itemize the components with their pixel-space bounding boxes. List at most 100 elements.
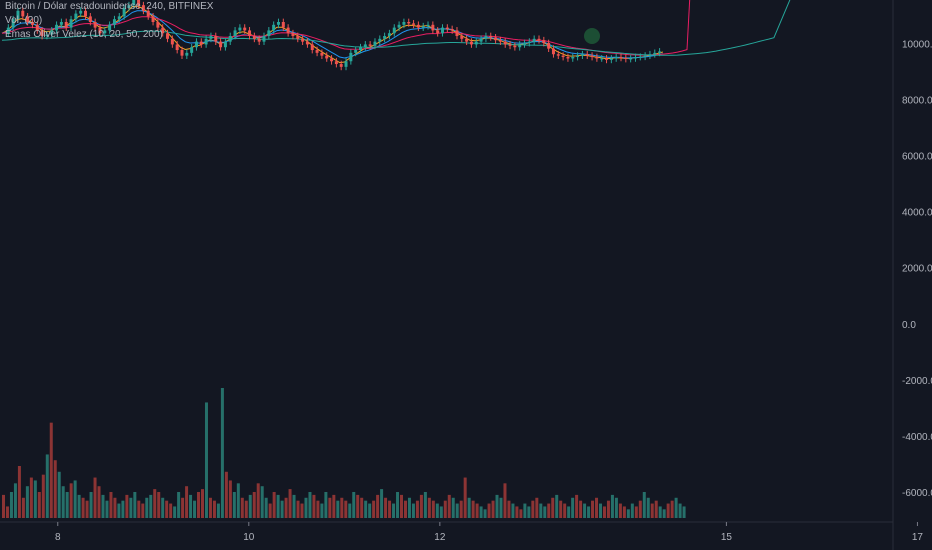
volume-bar bbox=[360, 497, 364, 518]
candle-body bbox=[301, 38, 305, 42]
price-axis[interactable]: 10000.0 8000.0 6000.0 4000.0 2000.0 0.0 -2000.… bbox=[902, 39, 932, 499]
candle-body bbox=[30, 22, 34, 25]
volume-bar bbox=[407, 497, 411, 518]
candle-body bbox=[392, 27, 396, 34]
volume-bar bbox=[332, 494, 336, 518]
candle-body bbox=[643, 55, 647, 57]
candle-body bbox=[624, 57, 628, 60]
volume-bar bbox=[212, 500, 216, 518]
volume-bar bbox=[17, 466, 21, 518]
volume-bar bbox=[606, 500, 610, 518]
marker-dot bbox=[584, 28, 600, 44]
candle-body bbox=[262, 36, 266, 42]
volume-bar bbox=[471, 500, 475, 518]
volume-bar bbox=[296, 500, 300, 518]
volume-bar bbox=[503, 483, 507, 518]
volume-bar bbox=[392, 503, 396, 518]
volume-bar bbox=[113, 497, 117, 518]
candle-body bbox=[441, 27, 445, 34]
candle-body bbox=[498, 40, 502, 42]
volume-bar bbox=[523, 503, 527, 518]
volume-bar bbox=[65, 492, 69, 518]
volume-bar bbox=[280, 500, 284, 518]
candle-body bbox=[16, 10, 20, 20]
volume-bar bbox=[276, 494, 280, 518]
candle-body bbox=[633, 57, 637, 59]
candle-body bbox=[397, 24, 401, 28]
candle-body bbox=[156, 22, 160, 28]
candle-body bbox=[354, 50, 358, 53]
volume-bar bbox=[173, 506, 177, 518]
legend-emas[interactable]: Emas Oliver Velez (10, 20, 50, 200) bbox=[5, 29, 163, 40]
price-tick-label: -6000.0 bbox=[902, 488, 932, 499]
volume-bar bbox=[284, 497, 288, 518]
volume-bar bbox=[244, 500, 248, 518]
candle-body bbox=[330, 58, 334, 62]
candle-body bbox=[69, 19, 73, 28]
volume-bar bbox=[563, 503, 567, 518]
price-tick-label: 2000.0 bbox=[902, 264, 932, 275]
volume-bar bbox=[101, 494, 105, 518]
candle-body bbox=[180, 50, 184, 56]
volume-bar bbox=[678, 503, 682, 518]
candle-body bbox=[228, 36, 232, 42]
volume-bar bbox=[61, 486, 65, 518]
volume-bar bbox=[288, 489, 292, 518]
volume-bar bbox=[658, 506, 662, 518]
time-tick-label: 15 bbox=[721, 532, 733, 543]
volume-bar bbox=[49, 422, 53, 518]
candle-body bbox=[267, 30, 271, 37]
volume-bar bbox=[463, 477, 467, 518]
volume-bar bbox=[527, 506, 531, 518]
candle-body bbox=[243, 27, 247, 31]
candle-body bbox=[252, 36, 256, 39]
candle-body bbox=[26, 16, 30, 22]
volume-bar bbox=[551, 497, 555, 518]
candle-body bbox=[556, 54, 560, 56]
candle-body bbox=[363, 44, 367, 48]
candle-body bbox=[455, 30, 459, 37]
volume-bar bbox=[487, 503, 491, 518]
volume-bar bbox=[352, 492, 356, 518]
volume-bar bbox=[384, 497, 388, 518]
volume-bar bbox=[618, 503, 622, 518]
time-axis[interactable]: 8101215171922242629Ago35791214 bbox=[55, 522, 932, 543]
volume-bar bbox=[252, 492, 256, 518]
candle-body bbox=[141, 5, 145, 11]
volume-bar bbox=[137, 500, 141, 518]
volume-bar bbox=[177, 492, 181, 518]
volume-bar bbox=[543, 506, 547, 518]
price-tick-label: 4000.0 bbox=[902, 208, 932, 219]
volume-bar bbox=[308, 492, 312, 518]
volume-bar bbox=[511, 503, 515, 518]
volume-bar bbox=[129, 497, 133, 518]
volume-bar bbox=[555, 494, 559, 518]
candle-body bbox=[585, 54, 589, 56]
volume-bar bbox=[595, 497, 599, 518]
candle-body bbox=[219, 41, 223, 48]
candle-body bbox=[402, 22, 406, 25]
candle-body bbox=[566, 57, 570, 59]
candle-body bbox=[629, 58, 633, 60]
volume-bar bbox=[89, 492, 93, 518]
volume-bar bbox=[380, 489, 384, 518]
volume-bar bbox=[431, 500, 435, 518]
volume-bar bbox=[459, 500, 463, 518]
volume-bar bbox=[662, 509, 666, 518]
candle-body bbox=[387, 33, 391, 37]
legend-symbol[interactable]: Bitcoin / Dólar estadounidense, 240, BIT… bbox=[5, 1, 214, 12]
candle-body bbox=[358, 47, 362, 51]
volume-bar bbox=[260, 486, 264, 518]
volume-bar bbox=[165, 500, 169, 518]
candle-body bbox=[6, 27, 10, 34]
candle-body bbox=[194, 41, 198, 48]
volume-bar bbox=[646, 497, 650, 518]
candle-body bbox=[286, 27, 290, 34]
candle-body bbox=[59, 22, 63, 25]
candle-body bbox=[214, 36, 218, 42]
legend-volume[interactable]: Vol. (20) bbox=[5, 15, 43, 26]
candle-body bbox=[199, 41, 203, 45]
volume-bar bbox=[415, 500, 419, 518]
